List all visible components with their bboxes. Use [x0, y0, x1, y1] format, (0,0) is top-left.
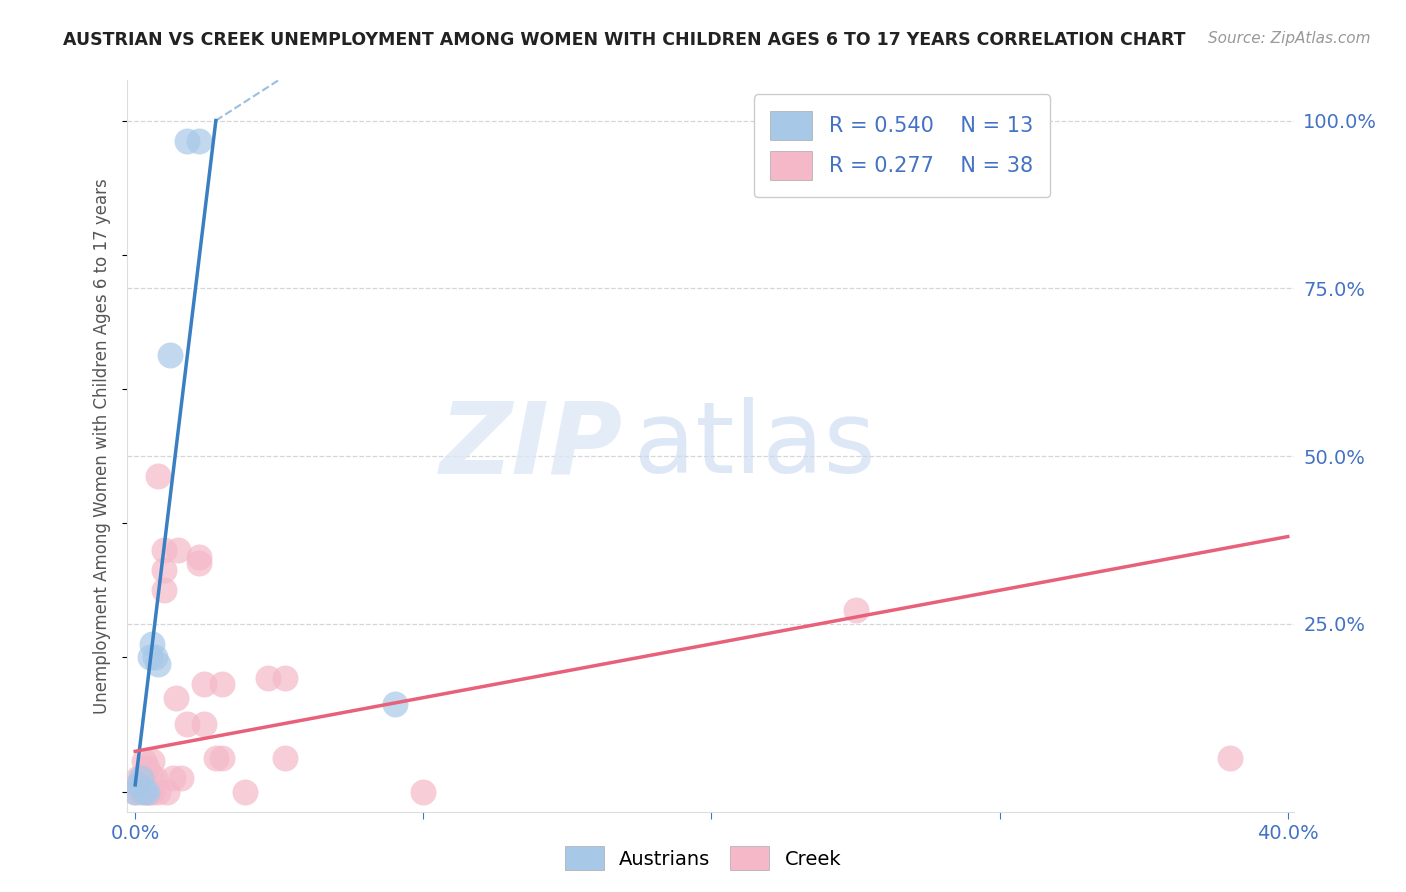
Point [124, 784, 146, 798]
Point [384, 698, 406, 712]
Point [135, 784, 157, 798]
Point [135, 784, 157, 798]
Point [193, 677, 215, 691]
Point [148, 657, 170, 671]
Point [167, 543, 190, 558]
Point [170, 771, 193, 785]
Point [844, 603, 866, 617]
Text: ZIP: ZIP [440, 398, 623, 494]
Point [143, 650, 166, 665]
Point [141, 755, 163, 769]
Point [156, 784, 179, 798]
Text: atlas: atlas [634, 398, 876, 494]
Point [148, 784, 170, 798]
Legend: Austrians, Creek: Austrians, Creek [557, 838, 849, 878]
Point [159, 348, 181, 362]
Point [127, 771, 149, 785]
Point [176, 717, 198, 731]
Point [127, 778, 149, 792]
Point [148, 469, 170, 483]
Point [256, 671, 278, 685]
Point [1219, 751, 1241, 765]
Point [153, 583, 176, 598]
Point [129, 771, 152, 785]
Text: AUSTRIAN VS CREEK UNEMPLOYMENT AMONG WOMEN WITH CHILDREN AGES 6 TO 17 YEARS CORR: AUSTRIAN VS CREEK UNEMPLOYMENT AMONG WOM… [63, 31, 1185, 49]
Point [187, 557, 209, 571]
Point [135, 761, 157, 775]
Point [211, 677, 233, 691]
Point [165, 690, 187, 705]
Point [138, 784, 160, 798]
Point [129, 784, 152, 798]
Text: Source: ZipAtlas.com: Source: ZipAtlas.com [1208, 31, 1371, 46]
Point [233, 784, 256, 798]
Point [412, 784, 434, 798]
Point [162, 771, 184, 785]
Y-axis label: Unemployment Among Women with Children Ages 6 to 17 years: Unemployment Among Women with Children A… [93, 178, 111, 714]
Point [187, 134, 209, 148]
Point [132, 784, 155, 798]
Point [141, 784, 163, 798]
Point [138, 650, 160, 665]
Point [274, 751, 297, 765]
Point [193, 717, 215, 731]
Point [153, 563, 176, 577]
Point [211, 751, 233, 765]
Point [176, 134, 198, 148]
Point [124, 784, 146, 798]
Point [132, 771, 155, 785]
Point [274, 671, 297, 685]
Point [205, 751, 228, 765]
Point [187, 549, 209, 564]
Point [138, 768, 160, 782]
Point [127, 778, 149, 792]
Point [141, 637, 163, 651]
Point [153, 543, 176, 558]
Legend: R = 0.540    N = 13, R = 0.277    N = 38: R = 0.540 N = 13, R = 0.277 N = 38 [754, 95, 1050, 197]
Point [143, 771, 166, 785]
Point [132, 755, 155, 769]
